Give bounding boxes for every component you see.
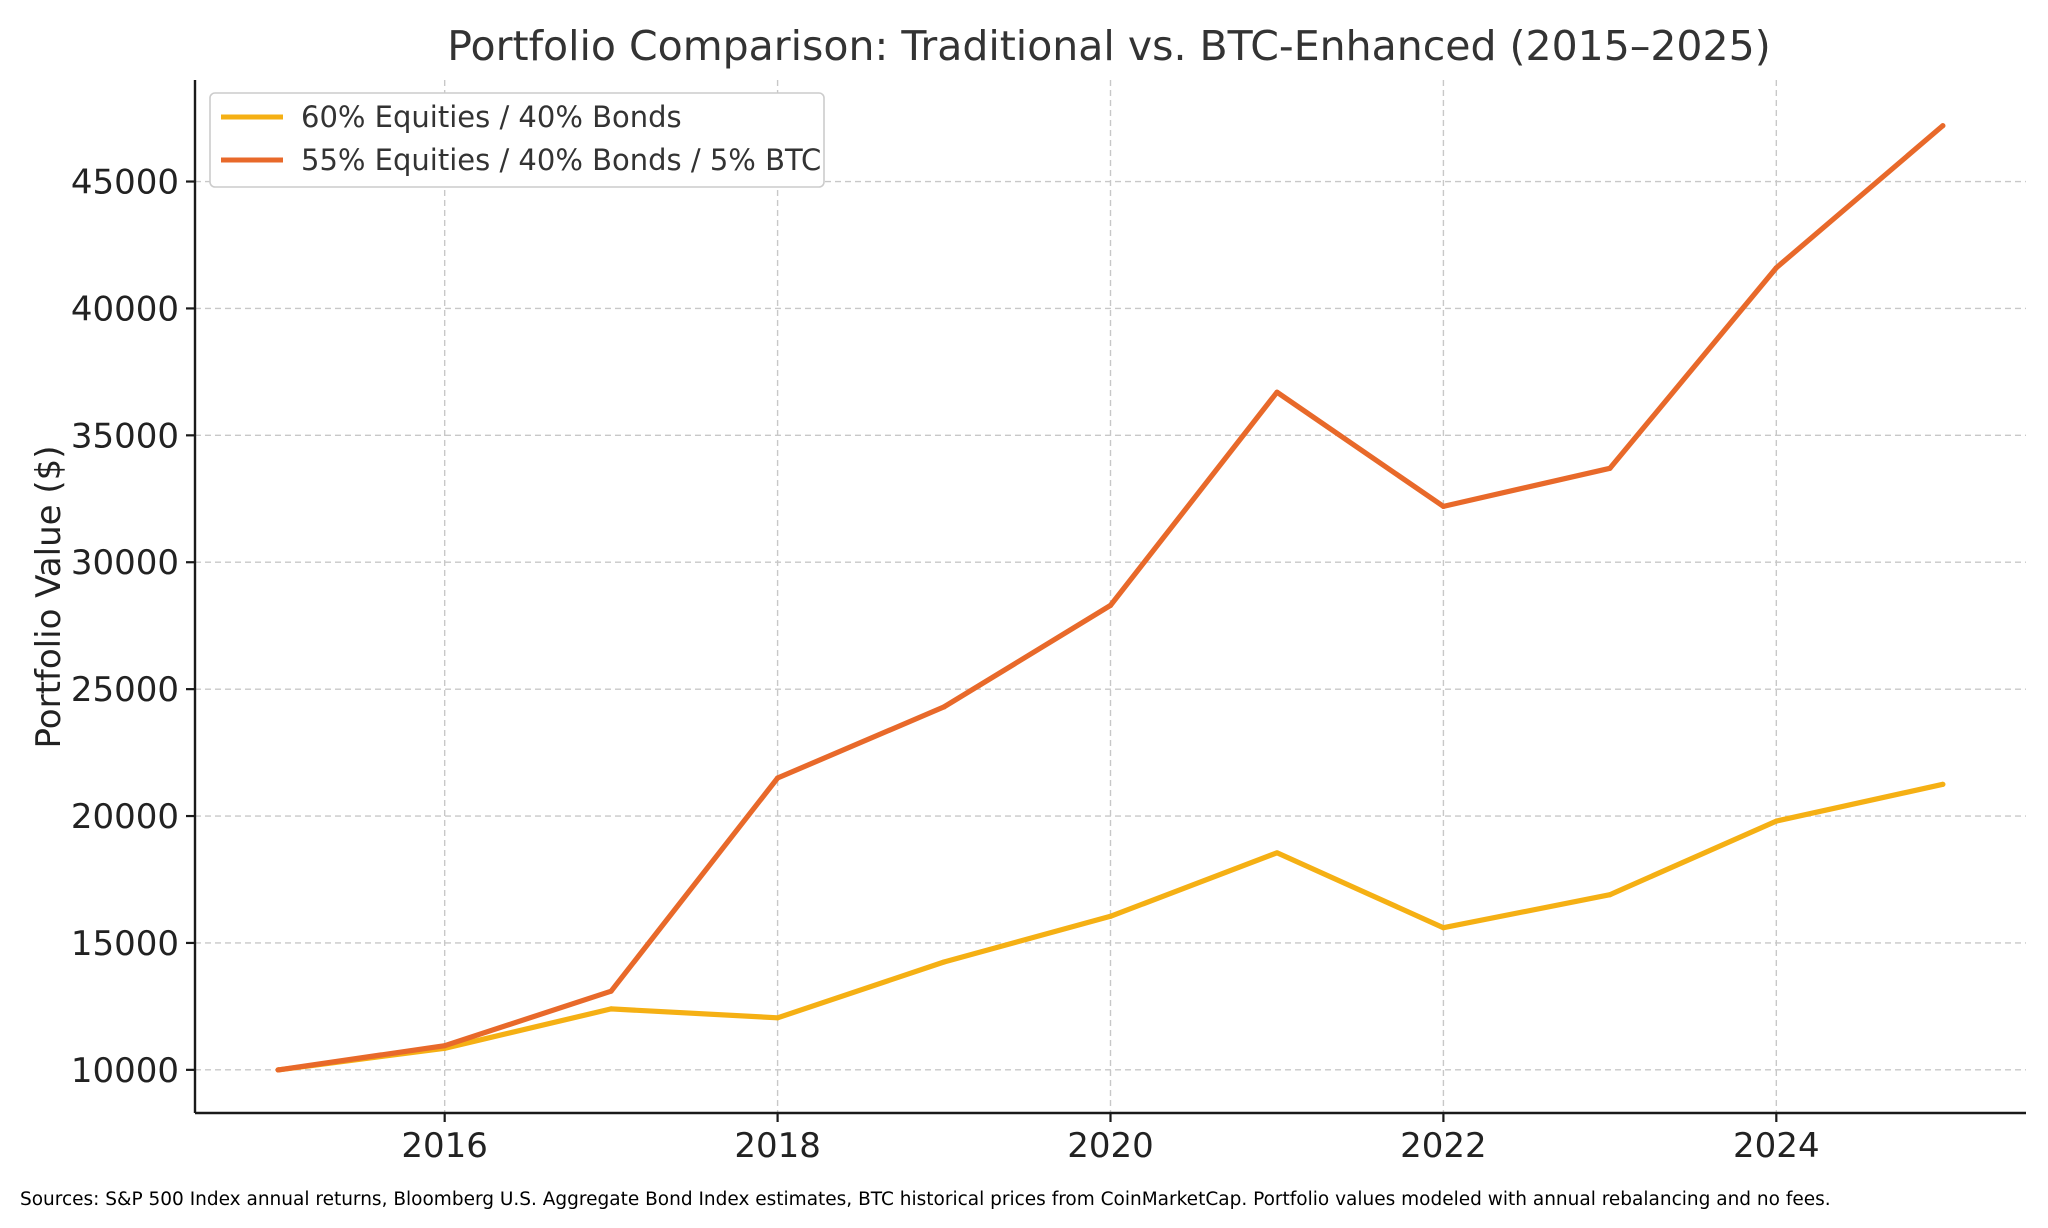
data-point	[1607, 465, 1613, 471]
y-tick-label: 35000	[71, 416, 179, 456]
series-line-traditional	[275, 781, 1946, 1073]
data-point	[1940, 123, 1946, 129]
x-tick-label: 2016	[401, 1126, 488, 1166]
data-point	[1274, 850, 1280, 856]
data-point	[608, 988, 614, 994]
y-axis-label: Portfolio Value ($)	[29, 445, 69, 748]
x-tick-label: 2020	[1067, 1126, 1154, 1166]
source-note: Sources: S&P 500 Index annual returns, B…	[20, 1189, 1831, 1210]
data-point	[1440, 925, 1446, 931]
y-tick-label: 10000	[71, 1051, 179, 1091]
data-point	[1773, 265, 1779, 271]
axes	[186, 80, 2026, 1122]
grid-lines	[195, 80, 2026, 1113]
y-tick-label: 20000	[71, 797, 179, 837]
y-tick-label: 30000	[71, 543, 179, 583]
x-tick-label: 2018	[734, 1126, 821, 1166]
data-point	[941, 959, 947, 965]
legend-box	[209, 92, 825, 188]
data-point	[1940, 781, 1946, 787]
data-point	[275, 1067, 281, 1073]
data-point	[1107, 913, 1114, 919]
y-tick-label: 45000	[71, 163, 179, 203]
legend: 60% Equities / 40% Bonds 55% Equities / …	[209, 92, 825, 188]
data-point	[941, 704, 947, 710]
legend-label-traditional: 60% Equities / 40% Bonds	[301, 100, 682, 134]
data-point	[1274, 389, 1280, 395]
data-point	[1107, 602, 1114, 609]
chart-title: Portfolio Comparison: Traditional vs. BT…	[447, 22, 1770, 70]
data-point	[608, 1006, 614, 1012]
data-point	[1440, 503, 1446, 509]
legend-label-btc-enhanced: 55% Equities / 40% Bonds / 5% BTC	[301, 143, 821, 177]
data-point	[1607, 892, 1613, 898]
data-point	[1773, 818, 1779, 824]
data-point	[442, 1043, 448, 1049]
data-point	[775, 775, 781, 781]
tick-labels: 2016 2018 2020 2022 2024 10000 15000 20000 25000…	[71, 163, 1820, 1166]
series-lines	[275, 123, 1946, 1073]
x-tick-label: 2024	[1733, 1126, 1820, 1166]
y-tick-label: 25000	[71, 670, 179, 710]
series-line-btc-enhanced	[275, 123, 1946, 1073]
data-point	[775, 1015, 781, 1021]
y-tick-label: 40000	[71, 289, 179, 329]
y-tick-label: 15000	[71, 924, 179, 964]
x-tick-label: 2022	[1400, 1126, 1487, 1166]
